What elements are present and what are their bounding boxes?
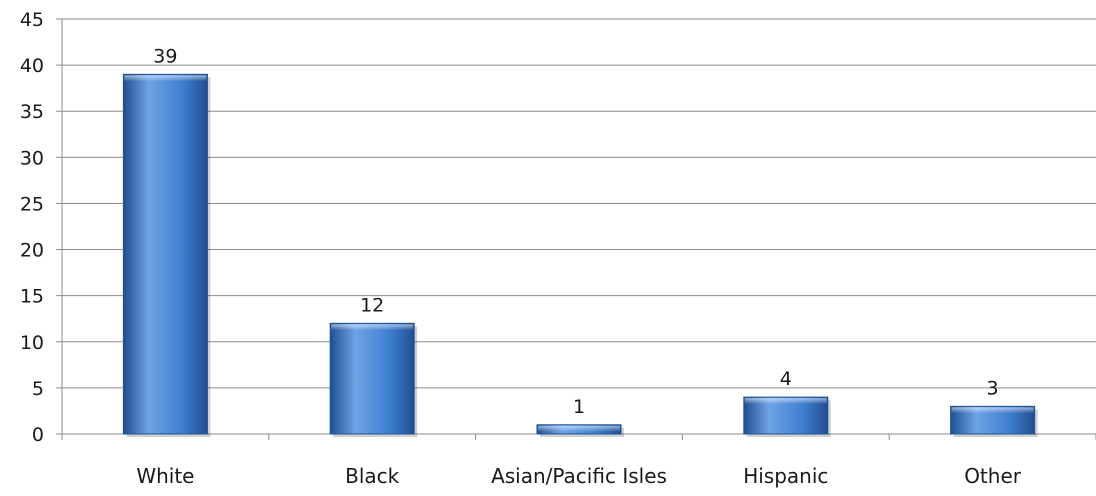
- bar: [329, 322, 415, 435]
- axes: [56, 18, 1096, 440]
- bar: [122, 73, 208, 435]
- y-tick-label: 10: [20, 332, 44, 354]
- y-tick-label: 35: [20, 101, 44, 123]
- data-label: 3: [987, 377, 999, 399]
- y-tick-label: 20: [20, 240, 44, 262]
- y-tick-label: 0: [32, 424, 44, 446]
- y-tick-label: 25: [20, 193, 44, 215]
- gridlines: [62, 18, 1096, 389]
- x-category-label: White: [136, 464, 194, 488]
- x-category-label: Asian/Pacific Isles: [491, 464, 667, 488]
- x-category-label: Black: [345, 464, 400, 488]
- y-tick-label: 40: [20, 55, 44, 77]
- x-category-label: Hispanic: [743, 464, 828, 488]
- bar-highlight: [951, 407, 1034, 414]
- bars: [122, 73, 1038, 437]
- bar-highlight: [744, 398, 827, 405]
- x-category-label: Other: [964, 464, 1022, 488]
- data-label: 12: [360, 294, 384, 316]
- data-label: 39: [153, 45, 177, 67]
- bar-highlight: [124, 75, 207, 82]
- y-tick-label: 15: [20, 286, 44, 308]
- bar-highlight: [538, 425, 620, 432]
- data-label: 1: [573, 396, 585, 418]
- bar-highlight: [331, 324, 414, 331]
- y-tick-label: 45: [20, 9, 44, 31]
- data-label: 4: [780, 368, 792, 390]
- y-tick-label: 5: [32, 378, 44, 400]
- labels: 0 5 10 15 20 25 30 35 40 45 39 White 12 Black 1 Asian/P…: [20, 9, 1022, 488]
- y-tick-label: 30: [20, 147, 44, 169]
